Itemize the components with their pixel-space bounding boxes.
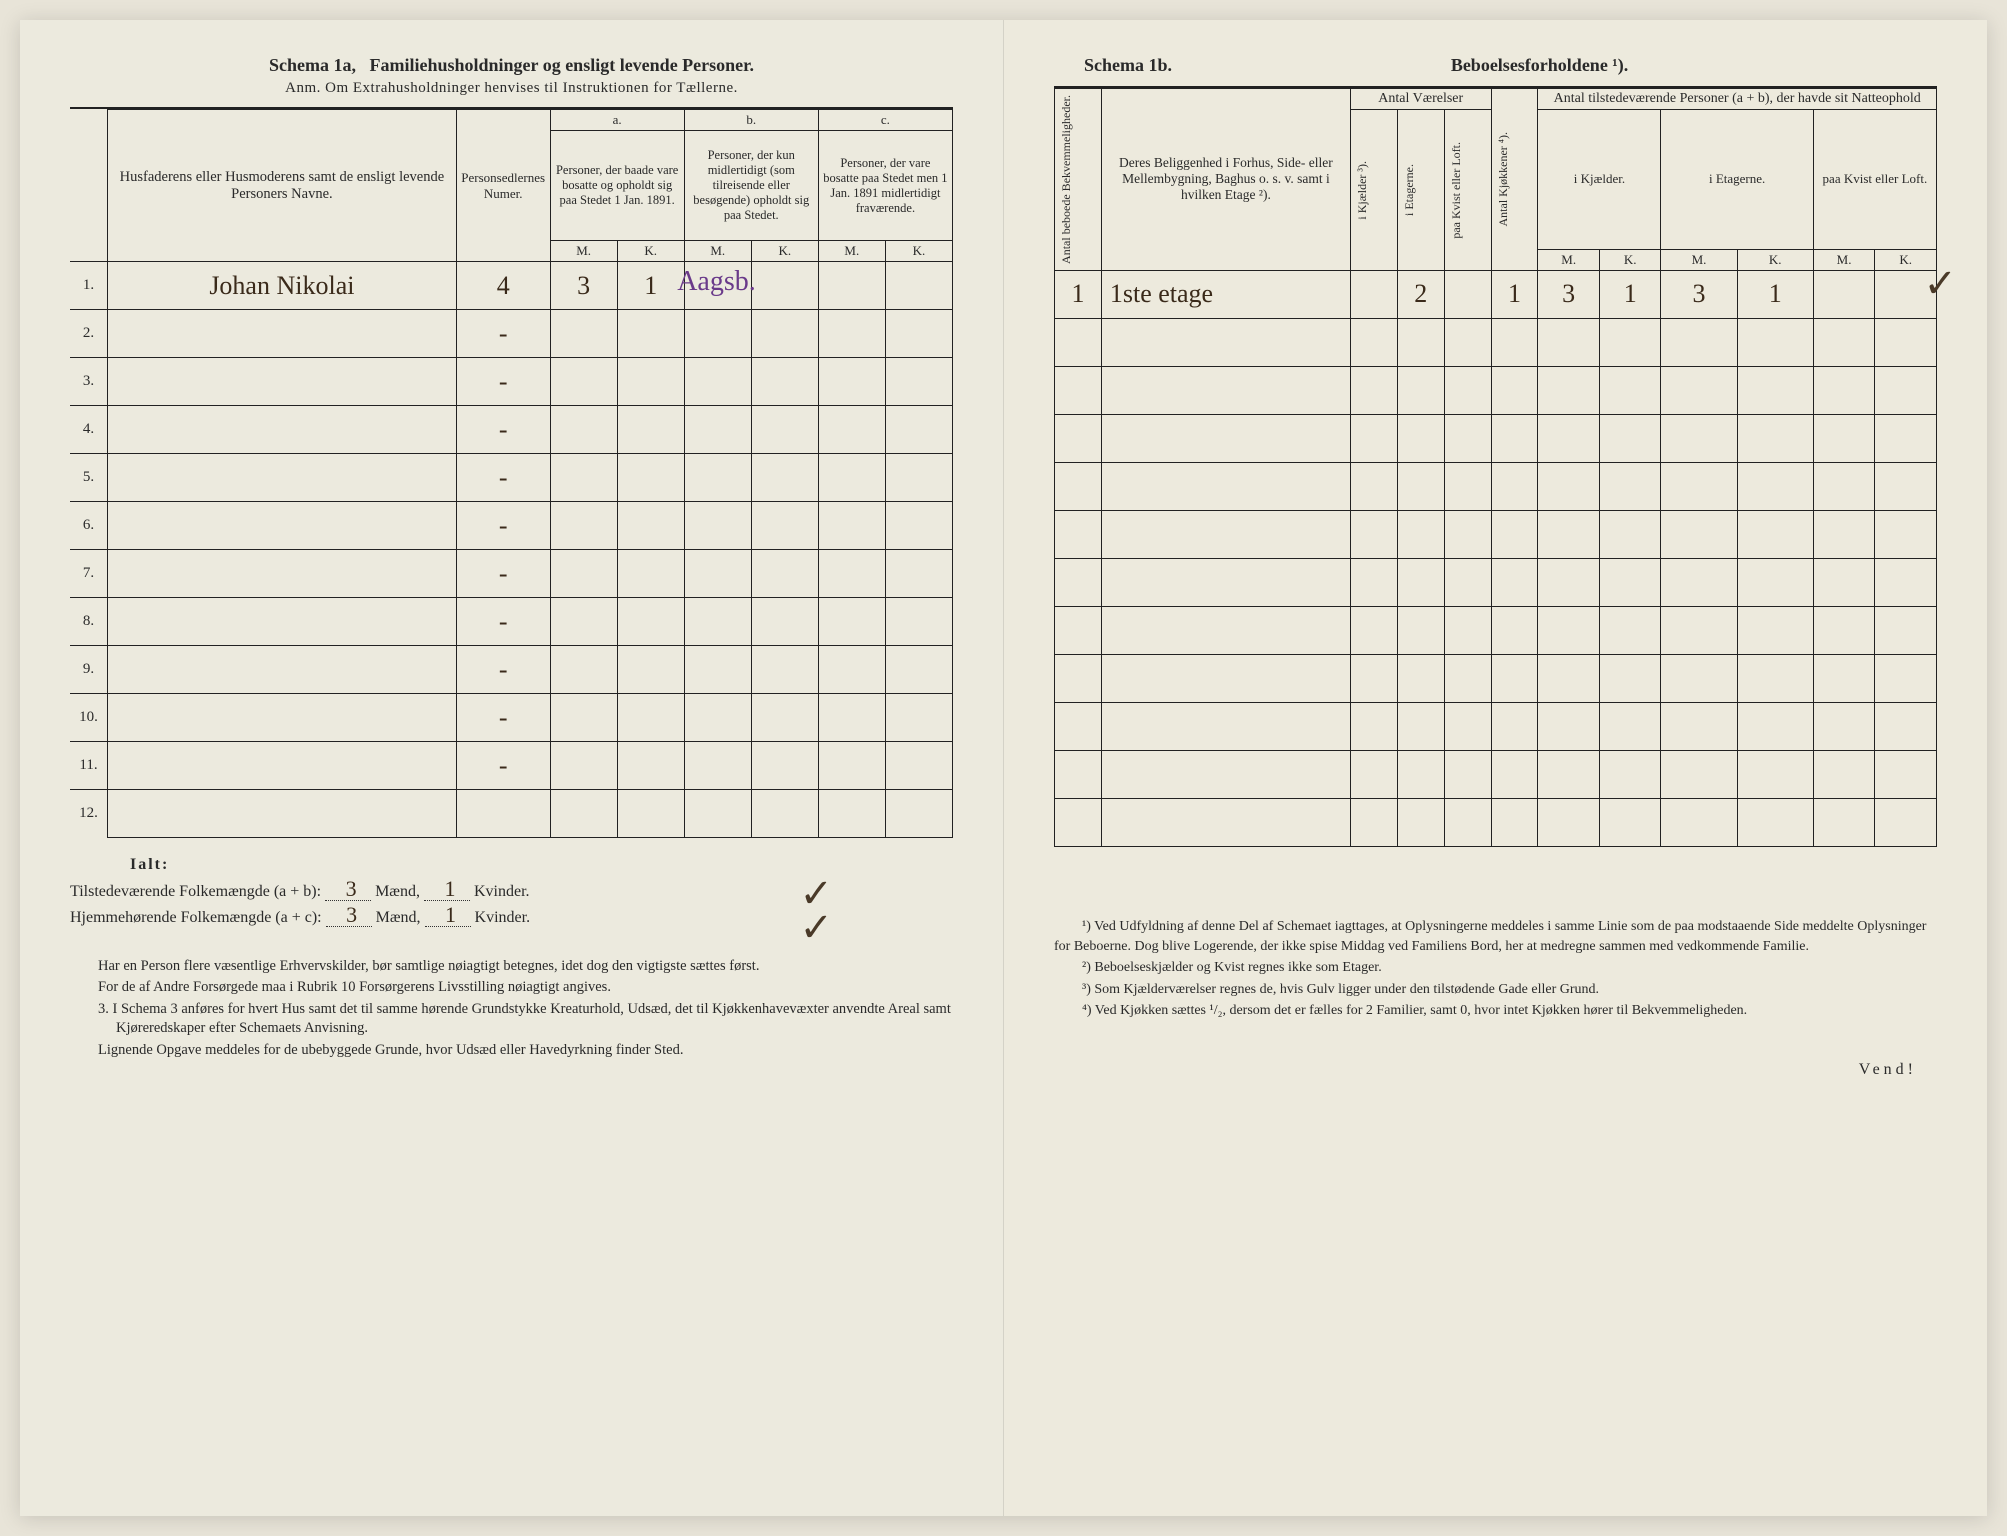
table-row [1055,798,1937,846]
table-row [1055,414,1937,462]
vend-label: Vend! [1054,1061,1937,1079]
table-row: 11ste etage213131 [1055,270,1937,318]
schema-1a-heading: Familiehusholdninger og ensligt levende … [369,55,754,75]
note-3: ³) Som Kjælderværelser regnes de, hvis G… [1054,980,1937,1000]
document-spread: Schema 1a, Familiehusholdninger og ensli… [20,20,1987,1516]
desc-a: Personer, der baade vare bo­satte og oph… [550,131,684,241]
header-pers: Person­sedler­nes Numer. [456,110,550,262]
check-icon: ✓ [1923,260,1957,307]
table-row [1055,702,1937,750]
col-a-k: K. [617,241,684,262]
header-name: Husfaderens eller Husmode­rens samt de e… [108,110,457,262]
ialt-block: Ialt: Tilstedeværende Folkemængde (a + b… [70,852,953,931]
right-footer: ¹) Ved Udfyldning af denne Del af Schema… [1054,917,1937,1021]
h-vaer: Antal Værelser [1350,89,1491,110]
schema-1b-table: Antal beboede Bekvemmeligheder. Deres Be… [1054,88,1937,847]
footer-p3: 3. I Schema 3 anføres for hvert Hus samt… [70,1000,953,1039]
col-c-m: M. [818,241,885,262]
table-row: 7.- [70,550,953,598]
page-left: Schema 1a, Familiehusholdninger og ensli… [20,20,1004,1516]
table-row: 6.- [70,502,953,550]
v-kvist: paa Kvist eller Loft. [1448,138,1465,243]
desc-c: Personer, der vare bosatte paa Stedet me… [818,131,952,241]
h-belig: Deres Beliggenhed i Forhus, Side- eller … [1119,155,1333,202]
col-a: a. [550,110,684,131]
footer-p2: For de af Andre Forsørgede maa i Rubrik … [70,978,953,998]
h-tilst: Antal tilstedeværende Personer (a + b), … [1538,89,1937,110]
hjem-k: 1 [425,904,471,927]
schema-1b-label: Schema 1b. [1084,55,1172,76]
table-row: 12. [70,790,953,838]
footer-p4: Lignende Opgave meddeles for de ubebygge… [70,1041,953,1061]
schema-1a-title: Schema 1a, Familiehusholdninger og ensli… [70,55,953,76]
table-row: 2.- [70,310,953,358]
table-row: 3.- [70,358,953,406]
table-row [1055,654,1937,702]
table-row: 4.- [70,406,953,454]
schema-1b-title: Schema 1b. Beboelsesforholdene ¹). [1054,55,1937,76]
c-kvist: paa Kvist eller Loft. [1813,110,1936,250]
tilst-k: 1 [424,878,470,901]
note-1: ¹) Ved Udfyldning af denne Del af Schema… [1054,917,1937,956]
note-4: ⁴) Ved Kjøkken sættes ¹/₂, dersom det er… [1054,1001,1937,1021]
col-a-m: M. [550,241,617,262]
col-c: c. [818,110,952,131]
note-2: ²) Beboelseskjælder og Kvist regnes ikke… [1054,958,1937,978]
schema-1a-table: Husfaderens eller Husmode­rens samt de e… [70,109,953,838]
table-row [1055,366,1937,414]
h-kjokken: Antal Kjøkkener ⁴). [1495,128,1512,231]
h-bekv: Antal beboede Bekvemmeligheder. [1058,91,1075,268]
anm-note: Anm. Om Extrahusholdninger henvises til … [70,80,953,97]
page-right: Schema 1b. Beboelsesforholdene ¹). Antal… [1004,20,1987,1516]
col-c-k: K. [885,241,952,262]
c-kjaeld: i Kjæl­der. [1538,110,1661,250]
table-row [1055,558,1937,606]
schema-1a-label: Schema 1a, [269,55,356,75]
v-kjaeld: i Kjælder ³). [1354,157,1371,224]
c-etag: i Etagerne. [1661,110,1813,250]
desc-b: Personer, der kun midler­tidigt (som til… [684,131,818,241]
table-row [1055,750,1937,798]
table-row: 9.- [70,646,953,694]
table-row: 11.- [70,742,953,790]
tilst-m: 3 [325,878,371,901]
table-row: 1.Johan NikolaiAagsb.431 [70,262,953,310]
table-row [1055,606,1937,654]
table-row [1055,510,1937,558]
table-row [1055,318,1937,366]
col-b-k: K. [751,241,818,262]
col-b: b. [684,110,818,131]
col-b-m: M. [684,241,751,262]
schema-1b-heading: Beboelsesforholdene ¹). [1451,55,1628,76]
table-row [1055,462,1937,510]
hjem-m: 3 [326,904,372,927]
table-row: 8.- [70,598,953,646]
table-row: 10.- [70,694,953,742]
left-footer: Har en Person flere væsentlige Erhvervsk… [70,957,953,1061]
v-etag: i Etagerne. [1401,160,1418,220]
table-row: 5.- [70,454,953,502]
check-icon: ✓ [799,896,833,960]
